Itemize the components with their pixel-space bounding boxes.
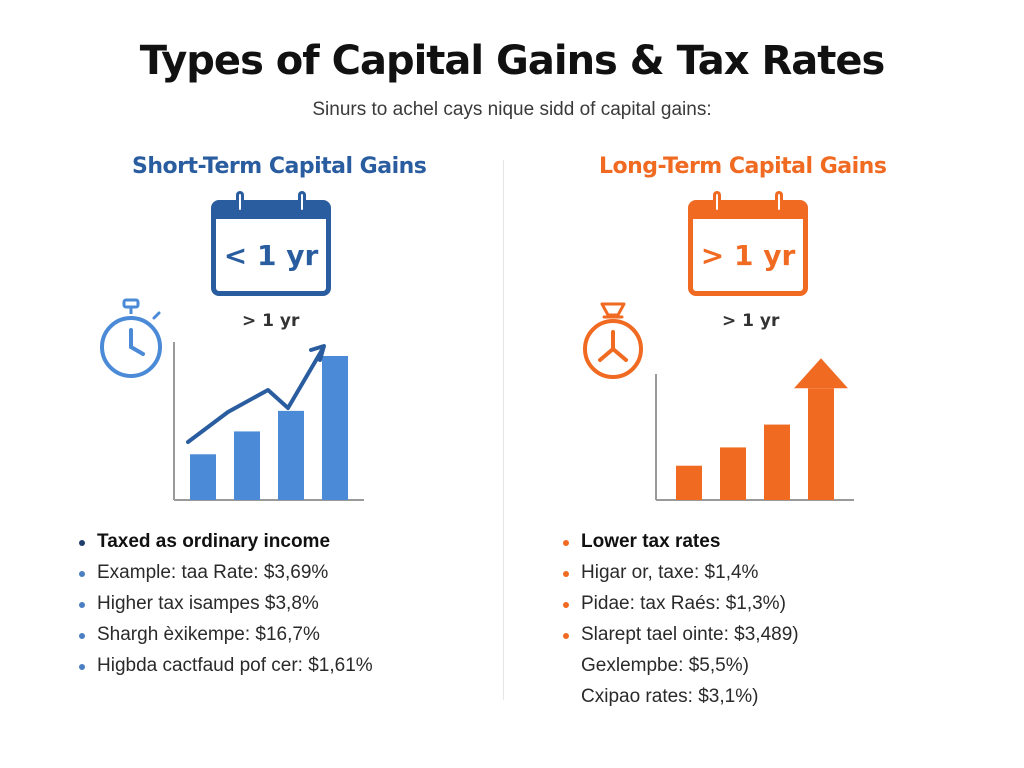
chart-bar	[322, 356, 348, 500]
short-term-calendar-icon: < 1 yr	[211, 191, 331, 296]
money-bag-timer-icon	[583, 302, 643, 379]
long-term-bullet-list: Lower tax rates Higar or, taxe: $1,4% Pida…	[560, 528, 799, 714]
bullet-item: Taxed as ordinary income	[76, 528, 373, 559]
short-term-bar-chart	[173, 342, 364, 501]
bullet-item: Lower tax rates	[560, 528, 799, 559]
bullet-item: Example: taa Rate: $3,69%	[76, 559, 373, 590]
growth-arrow-shaft	[808, 388, 834, 500]
bullet-text: Pidae: tax Raés: $1,3%)	[581, 593, 786, 614]
bullet-text: Cxipao rates: $3,1%)	[581, 686, 759, 707]
short-term-bullet-list: Taxed as ordinary income Example: taa Rat…	[76, 528, 373, 683]
bullet-item: Higbda cactfaud pof cer: $1,61%	[76, 652, 373, 683]
long-term-period-label: > 1 yr	[722, 311, 780, 331]
bullet-item: Slarept tael ointe: $3,489)	[560, 621, 799, 652]
long-term-title: Long-Term Capital Gains	[599, 154, 887, 179]
bullet-text: Higar or, taxe: $1,4%	[581, 562, 759, 583]
growth-arrow-head	[794, 358, 848, 389]
bullet-item: Pidae: tax Raés: $1,3%)	[560, 590, 799, 621]
short-term-title: Short-Term Capital Gains	[132, 154, 427, 179]
page-title: Types of Capital Gains & Tax Rates	[139, 38, 886, 84]
calendar-header-band	[693, 205, 803, 219]
calendar-ring-right	[298, 191, 306, 213]
bullet-text: Example: taa Rate: $3,69%	[97, 562, 329, 583]
bullet-text: Higher tax isampes $3,8%	[97, 593, 319, 614]
bullet-text: Gexlempbe: $5,5%)	[581, 655, 749, 676]
bullet-text: Taxed as ordinary income	[97, 531, 331, 552]
chart-bar	[278, 410, 304, 500]
bullet-dot-icon	[79, 664, 85, 670]
bullet-text: Slarept tael ointe: $3,489)	[581, 624, 799, 645]
bullet-dot-icon	[563, 602, 569, 608]
short-term-calendar-label: < 1 yr	[223, 239, 319, 272]
chart-bar	[190, 454, 216, 500]
bullet-dot-icon	[563, 571, 569, 577]
bullet-dot-icon	[79, 602, 85, 608]
bullet-dot-icon	[79, 571, 85, 577]
bullet-dot-icon	[563, 633, 569, 639]
trend-arrow-head	[309, 344, 326, 362]
chart-bar	[764, 424, 790, 500]
calendar-ring-left	[713, 191, 721, 213]
calendar-ring-left	[236, 191, 244, 213]
short-term-period-label: > 1 yr	[242, 311, 300, 331]
column-divider	[503, 160, 504, 700]
bullet-dot-icon	[79, 540, 85, 546]
bullet-text: Higbda cactfaud pof cer: $1,61%	[97, 655, 373, 676]
bullet-dot-icon	[563, 540, 569, 546]
bullet-item: Cxipao rates: $3,1%)	[560, 683, 799, 714]
chart-bar	[234, 431, 260, 500]
chart-bar	[720, 447, 746, 500]
bullet-text: Shargh èxikempe: $16,7%	[97, 624, 320, 645]
calendar-header-band	[216, 205, 326, 219]
page-subtitle: Sinurs to achel cays nique sidd of capit…	[312, 99, 712, 120]
bullet-dot-icon	[79, 633, 85, 639]
trend-line	[186, 348, 324, 444]
long-term-bar-chart	[655, 358, 854, 501]
bullet-text: Lower tax rates	[581, 531, 721, 552]
chart-bar	[676, 465, 702, 500]
long-term-calendar-icon: > 1 yr	[688, 191, 808, 296]
bullet-item: Shargh èxikempe: $16,7%	[76, 621, 373, 652]
stopwatch-icon	[100, 298, 162, 378]
bullet-item: Higar or, taxe: $1,4%	[560, 559, 799, 590]
bullet-item: Gexlempbe: $5,5%)	[560, 652, 799, 683]
bullet-item: Higher tax isampes $3,8%	[76, 590, 373, 621]
long-term-calendar-label: > 1 yr	[700, 239, 796, 272]
calendar-ring-right	[775, 191, 783, 213]
